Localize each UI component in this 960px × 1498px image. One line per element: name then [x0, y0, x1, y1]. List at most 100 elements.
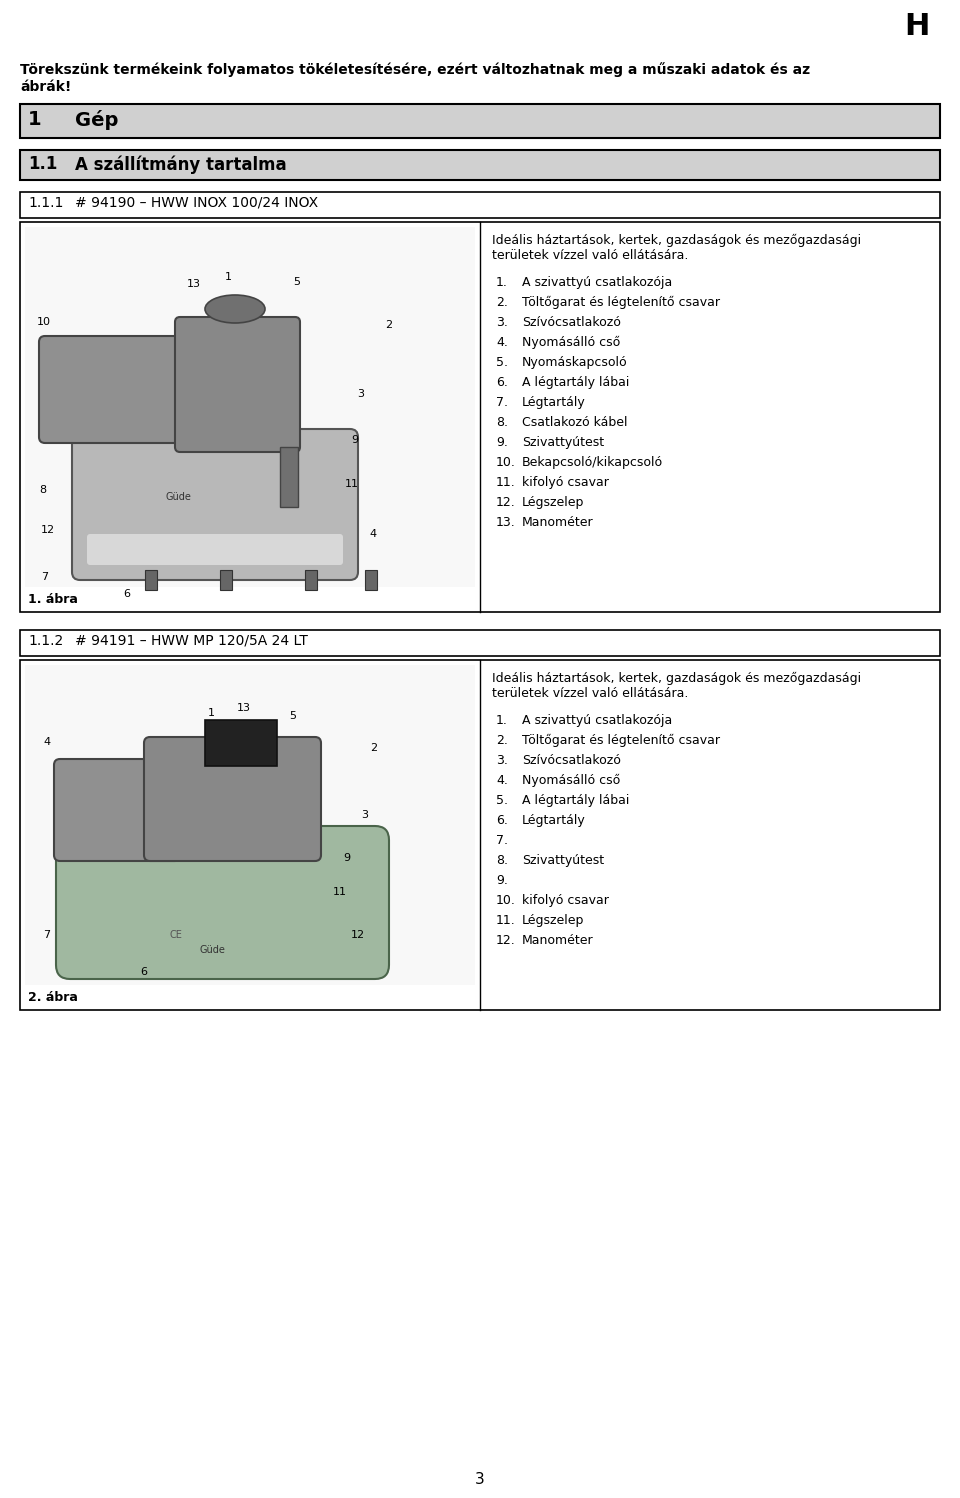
Text: # 94190 – HWW INOX 100/24 INOX: # 94190 – HWW INOX 100/24 INOX: [75, 196, 318, 210]
Text: 5: 5: [293, 277, 300, 288]
Bar: [25, 228, 475, 587]
Text: 13: 13: [187, 279, 201, 289]
Bar: [20, 222, 940, 613]
Text: ábrák!: ábrák!: [20, 79, 71, 94]
Bar: [305, 571, 317, 590]
Bar: [20, 103, 940, 138]
Text: 13.: 13.: [496, 515, 516, 529]
Text: 7: 7: [43, 930, 50, 941]
Text: kifolyó csavar: kifolyó csavar: [522, 894, 609, 906]
Text: 12: 12: [41, 524, 55, 535]
Text: 1.: 1.: [496, 276, 508, 289]
Text: Gép: Gép: [75, 109, 118, 130]
Text: 8: 8: [39, 485, 46, 494]
Text: 6.: 6.: [496, 813, 508, 827]
Text: 4.: 4.: [496, 336, 508, 349]
Text: 1: 1: [225, 273, 232, 282]
Text: 7.: 7.: [496, 834, 508, 846]
Text: 2. ábra: 2. ábra: [28, 992, 78, 1004]
Text: Légszelep: Légszelep: [522, 914, 585, 927]
Text: Légszelep: Légszelep: [522, 496, 585, 509]
Text: területek vízzel való ellátására.: területek vízzel való ellátására.: [492, 688, 688, 700]
Text: Légtartály: Légtartály: [522, 813, 586, 827]
Ellipse shape: [205, 295, 265, 324]
Text: Manométer: Manométer: [522, 933, 593, 947]
Text: Csatlakozó kábel: Csatlakozó kábel: [522, 416, 628, 428]
Text: 3: 3: [357, 389, 364, 398]
FancyBboxPatch shape: [54, 759, 181, 861]
Bar: [280, 446, 298, 506]
FancyBboxPatch shape: [144, 737, 321, 861]
Text: 11: 11: [333, 887, 347, 897]
Text: 2.: 2.: [496, 297, 508, 309]
Text: 10.: 10.: [496, 894, 516, 906]
Bar: [205, 721, 277, 765]
Text: 11.: 11.: [496, 476, 516, 488]
Text: Bekapcsoló/kikapcsoló: Bekapcsoló/kikapcsoló: [522, 455, 663, 469]
Text: 3.: 3.: [496, 316, 508, 330]
Text: Nyomásálló cső: Nyomásálló cső: [522, 336, 620, 349]
Text: Szívócsatlakozó: Szívócsatlakozó: [522, 753, 621, 767]
Text: A szállítmány tartalma: A szállítmány tartalma: [75, 154, 287, 174]
Text: 7: 7: [41, 572, 48, 583]
Text: 3.: 3.: [496, 753, 508, 767]
Text: 3: 3: [475, 1473, 485, 1488]
Text: 4: 4: [369, 529, 376, 539]
Text: 8.: 8.: [496, 854, 508, 867]
Text: H: H: [904, 12, 930, 40]
Text: Töltőgarat és légtelenítő csavar: Töltőgarat és légtelenítő csavar: [522, 734, 720, 748]
Text: A szivattyú csatlakozója: A szivattyú csatlakozója: [522, 276, 672, 289]
Text: 1.1: 1.1: [28, 154, 58, 172]
Bar: [20, 192, 940, 219]
Text: CE: CE: [170, 930, 182, 941]
Text: 2: 2: [385, 321, 392, 330]
Text: Ideális háztartások, kertek, gazdaságok és mezőgazdasági: Ideális háztartások, kertek, gazdaságok …: [492, 673, 861, 685]
Bar: [25, 665, 475, 986]
Text: Nyomáskapcsoló: Nyomáskapcsoló: [522, 357, 628, 369]
Text: 3: 3: [361, 810, 368, 819]
Text: 4: 4: [43, 737, 50, 748]
Text: Ideális háztartások, kertek, gazdaságok és mezőgazdasági: Ideális háztartások, kertek, gazdaságok …: [492, 234, 861, 247]
Text: 9: 9: [351, 434, 358, 445]
Text: Törekszünk termékeink folyamatos tökéletesítésére, ezért változhatnak meg a műsz: Törekszünk termékeink folyamatos tökélet…: [20, 61, 810, 76]
Text: 13: 13: [237, 703, 251, 713]
Text: Szivattyútest: Szivattyútest: [522, 436, 604, 449]
Bar: [20, 631, 940, 656]
Text: 1: 1: [28, 109, 41, 129]
Bar: [20, 150, 940, 180]
Text: 1: 1: [208, 709, 215, 718]
Text: 8.: 8.: [496, 416, 508, 428]
Text: 5.: 5.: [496, 794, 508, 807]
Text: 12: 12: [351, 930, 365, 941]
Text: 6: 6: [140, 968, 147, 977]
Text: területek vízzel való ellátására.: területek vízzel való ellátására.: [492, 249, 688, 262]
Text: 2.: 2.: [496, 734, 508, 748]
FancyBboxPatch shape: [39, 336, 216, 443]
FancyBboxPatch shape: [87, 533, 343, 565]
Text: Szívócsatlakozó: Szívócsatlakozó: [522, 316, 621, 330]
Text: 7.: 7.: [496, 395, 508, 409]
Text: 1.1.2: 1.1.2: [28, 634, 63, 649]
Text: 4.: 4.: [496, 774, 508, 786]
FancyBboxPatch shape: [72, 428, 358, 580]
Text: 11.: 11.: [496, 914, 516, 927]
Text: Töltőgarat és légtelenítő csavar: Töltőgarat és légtelenítő csavar: [522, 297, 720, 309]
Bar: [220, 571, 232, 590]
Text: 6: 6: [123, 589, 130, 599]
Text: 5: 5: [289, 712, 296, 721]
Text: 2: 2: [370, 743, 377, 753]
Bar: [145, 571, 157, 590]
FancyBboxPatch shape: [175, 318, 300, 452]
Text: kifolyó csavar: kifolyó csavar: [522, 476, 609, 488]
Text: A légtartály lábai: A légtartály lábai: [522, 794, 630, 807]
Text: 9: 9: [343, 852, 350, 863]
Text: 12.: 12.: [496, 933, 516, 947]
Bar: [365, 571, 377, 590]
FancyBboxPatch shape: [56, 825, 389, 980]
Text: 1.: 1.: [496, 715, 508, 727]
Text: Nyomásálló cső: Nyomásálló cső: [522, 774, 620, 786]
Text: 11: 11: [345, 479, 359, 488]
Text: 5.: 5.: [496, 357, 508, 369]
Text: A szivattyú csatlakozója: A szivattyú csatlakozója: [522, 715, 672, 727]
Text: Szivattyútest: Szivattyútest: [522, 854, 604, 867]
